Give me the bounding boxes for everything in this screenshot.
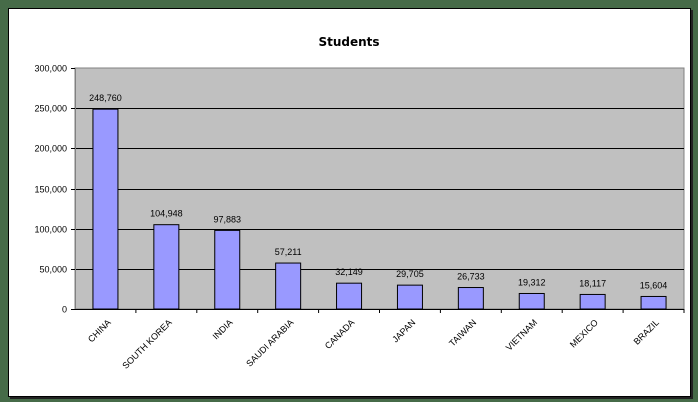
data-label: 18,117 — [579, 278, 606, 288]
x-tick-label: MEXICO — [568, 317, 600, 349]
data-label: 15,604 — [640, 280, 668, 290]
x-tick-label: SOUTH KOREA — [120, 317, 173, 370]
bar — [457, 287, 484, 310]
data-label: 248,760 — [89, 93, 122, 103]
y-tick-label: 150,000 — [34, 185, 67, 195]
bar — [518, 292, 545, 310]
bar — [214, 229, 241, 310]
bar — [336, 282, 363, 310]
y-tick-label: 200,000 — [34, 144, 67, 154]
y-tick-label: 0 — [62, 305, 67, 315]
data-label: 104,948 — [150, 209, 183, 219]
bar — [92, 108, 119, 310]
data-label: 32,149 — [335, 267, 363, 277]
bar — [579, 293, 606, 310]
data-label: 97,883 — [213, 214, 241, 224]
x-tick-label: BRAZIL — [632, 317, 661, 346]
x-tick-label: CANADA — [323, 317, 357, 351]
x-tick-label: VIETNAM — [504, 317, 539, 352]
bar — [275, 262, 302, 310]
y-tick-label: 100,000 — [34, 225, 67, 235]
x-tick-label: SAUDI ARABIA — [244, 317, 295, 368]
y-tick-label: 300,000 — [34, 64, 67, 74]
bar — [640, 295, 667, 310]
x-tick-label: CHINA — [86, 317, 113, 344]
data-label: 26,733 — [457, 272, 485, 282]
bar — [396, 284, 423, 310]
x-tick-label: JAPAN — [390, 317, 417, 344]
y-tick-label: 50,000 — [39, 265, 67, 275]
data-label: 29,705 — [396, 269, 424, 279]
x-tick-label: TAIWAN — [447, 317, 478, 348]
data-label: 57,211 — [275, 247, 302, 257]
y-tick-label: 250,000 — [34, 104, 67, 114]
bar — [153, 224, 180, 310]
data-label: 19,312 — [518, 277, 546, 287]
chart-title: Students — [318, 35, 380, 49]
x-tick-label: INDIA — [211, 317, 235, 341]
